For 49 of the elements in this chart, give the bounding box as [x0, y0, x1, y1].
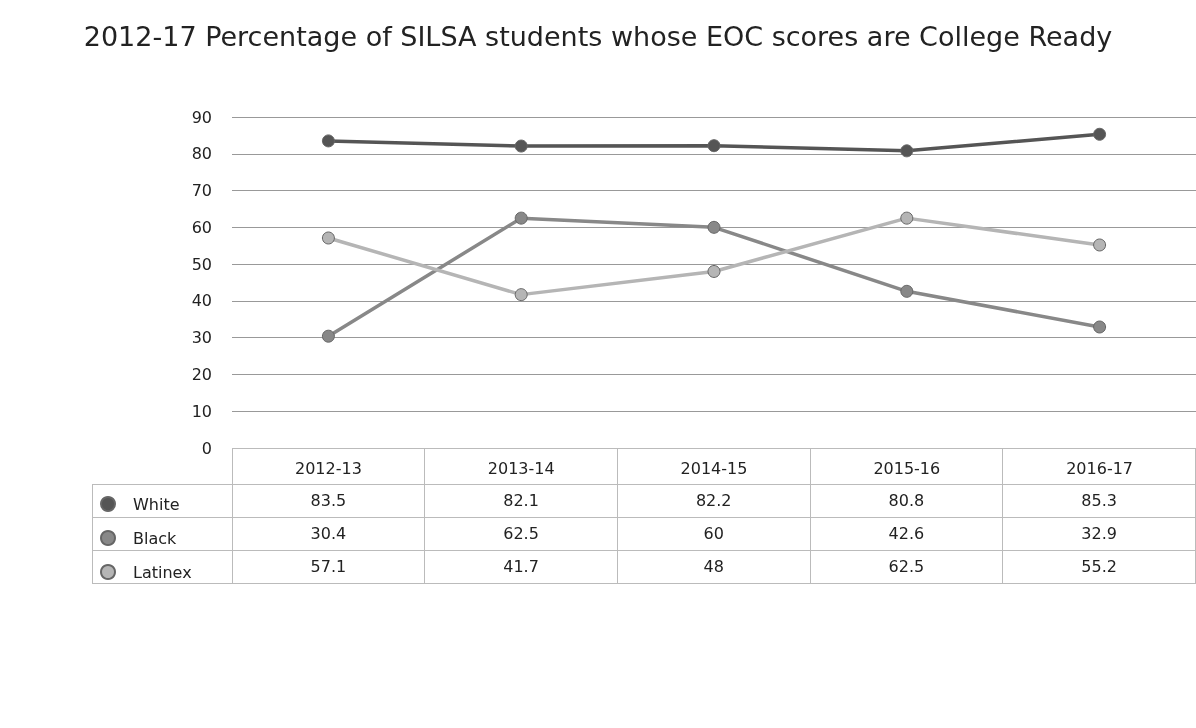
y-tick-label: 50	[191, 254, 212, 274]
point	[900, 284, 914, 298]
y-tick-label: 40	[191, 291, 212, 311]
data-label: 41.7	[424, 550, 618, 583]
legend-label: Latinex	[133, 562, 192, 582]
data-label: 32.9	[1002, 517, 1196, 550]
x-tick-label: 2016-17	[1066, 458, 1134, 478]
data-label: 55.2	[1002, 550, 1196, 583]
point	[1093, 127, 1107, 141]
y-tick-label: 70	[191, 181, 212, 201]
y-tick-label: 80	[191, 144, 212, 164]
point	[321, 134, 335, 148]
point	[514, 139, 528, 153]
point	[321, 231, 335, 245]
data-label: 62.5	[424, 517, 618, 550]
point	[321, 329, 335, 343]
data-label: 82.1	[424, 484, 618, 517]
data-label: 48	[617, 550, 811, 583]
data-label: 57.1	[232, 550, 425, 583]
point	[514, 288, 528, 302]
point	[1093, 320, 1107, 334]
x-tick-label: 2014-15	[680, 458, 748, 478]
data-label: 83.5	[232, 484, 425, 517]
point	[707, 220, 721, 234]
y-tick-label: 0	[201, 438, 212, 458]
y-tick-label: 10	[191, 401, 212, 421]
data-label: 60	[617, 517, 811, 550]
x-tick-label: 2013-14	[487, 458, 555, 478]
y-tick-label: 60	[191, 217, 212, 237]
point	[707, 264, 721, 278]
x-tick-label: 2012-13	[294, 458, 362, 478]
x-tick-label: 2015-16	[873, 458, 941, 478]
data-label: 85.3	[1002, 484, 1196, 517]
data-label: 30.4	[232, 517, 425, 550]
data-label: 80.8	[810, 484, 1003, 517]
point	[514, 211, 528, 225]
point	[900, 144, 914, 158]
point	[1093, 238, 1107, 252]
data-label: 62.5	[810, 550, 1003, 583]
point	[900, 211, 914, 225]
data-label: 82.2	[617, 484, 811, 517]
y-tick-label: 30	[191, 328, 212, 348]
point	[707, 139, 721, 153]
data-label: 42.6	[810, 517, 1003, 550]
y-tick-label: 20	[191, 364, 212, 384]
legend-label: White	[133, 494, 180, 514]
legend-label: Black	[133, 528, 178, 548]
y-tick-label: 90	[191, 107, 212, 127]
chart-title: 2012-17 Percentage of SILSA students whose EOC scores are College Ready	[83, 21, 1113, 52]
